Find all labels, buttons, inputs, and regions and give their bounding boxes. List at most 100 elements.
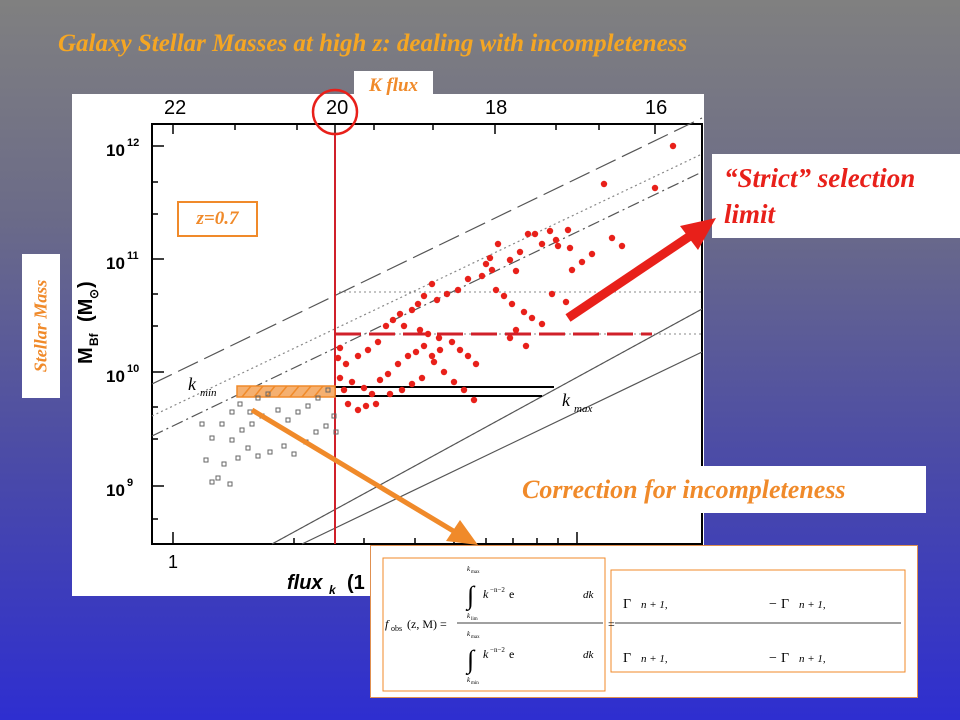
top-tick-16: 16 bbox=[645, 97, 667, 119]
top-axis-ticks bbox=[172, 124, 656, 134]
red-galaxy-point bbox=[554, 242, 562, 250]
red-galaxy-point bbox=[400, 322, 408, 330]
faint-galaxy-square bbox=[237, 401, 243, 407]
svg-text:Bf: Bf bbox=[87, 332, 101, 346]
red-galaxy-point bbox=[538, 320, 546, 328]
correction-label: Correction for incompleteness bbox=[510, 466, 926, 513]
red-galaxy-point bbox=[428, 352, 436, 360]
svg-text:f: f bbox=[385, 617, 390, 631]
red-galaxy-point bbox=[464, 275, 472, 283]
svg-text:k: k bbox=[467, 676, 471, 684]
red-galaxy-point bbox=[460, 386, 468, 394]
faint-galaxy-square bbox=[275, 407, 281, 413]
svg-text:∫: ∫ bbox=[465, 645, 476, 675]
svg-text:dk: dk bbox=[583, 589, 595, 601]
red-galaxy-point bbox=[492, 286, 500, 294]
svg-text:10: 10 bbox=[106, 254, 125, 273]
faint-galaxy-square bbox=[249, 421, 255, 427]
red-galaxy-point bbox=[454, 286, 462, 294]
formula-svg: f obs (z, M) = k max ∫ k lim k −n−2 e dk… bbox=[382, 557, 906, 692]
faint-galaxy-square bbox=[291, 451, 297, 457]
top-tick-22: 22 bbox=[164, 97, 186, 119]
red-galaxy-point bbox=[428, 280, 436, 288]
red-galaxy-point bbox=[418, 374, 426, 382]
red-galaxy-point bbox=[456, 346, 464, 354]
top-tick-20: 20 bbox=[326, 97, 348, 119]
red-galaxy-points bbox=[334, 142, 677, 414]
svg-text:min: min bbox=[200, 387, 217, 399]
red-galaxy-point bbox=[506, 256, 514, 264]
red-galaxy-point bbox=[430, 358, 438, 366]
faint-galaxy-square bbox=[305, 403, 311, 409]
svg-text:dk: dk bbox=[583, 649, 595, 661]
red-galaxy-point bbox=[336, 344, 344, 352]
faint-galaxy-square bbox=[199, 421, 205, 427]
red-galaxy-point bbox=[520, 308, 528, 316]
x-axis-label: flux k (1 bbox=[287, 572, 365, 596]
svg-text:10: 10 bbox=[106, 367, 125, 386]
faint-galaxy-square bbox=[209, 479, 215, 485]
svg-text:obs: obs bbox=[391, 624, 402, 633]
stellar-mass-text: Stellar Mass bbox=[30, 279, 51, 373]
red-galaxy-point bbox=[566, 244, 574, 252]
redshift-label: z=0.7 bbox=[177, 201, 258, 237]
red-galaxy-point bbox=[394, 360, 402, 368]
red-galaxy-point bbox=[500, 292, 508, 300]
red-galaxy-point bbox=[344, 400, 352, 408]
svg-text:Γ: Γ bbox=[623, 651, 631, 666]
red-galaxy-point bbox=[552, 236, 560, 244]
svg-text:k: k bbox=[483, 647, 489, 661]
svg-text:lim: lim bbox=[471, 617, 478, 622]
faint-galaxy-square bbox=[315, 395, 321, 401]
svg-text:max: max bbox=[471, 570, 480, 575]
red-galaxy-point bbox=[433, 296, 441, 304]
svg-text:e: e bbox=[509, 647, 514, 661]
faint-galaxy-square bbox=[239, 427, 245, 433]
red-galaxy-point bbox=[382, 322, 390, 330]
red-galaxy-point bbox=[651, 184, 659, 192]
faint-galaxy-square bbox=[313, 429, 319, 435]
red-galaxy-point bbox=[564, 226, 572, 234]
svg-text:−: − bbox=[769, 651, 777, 666]
svg-text:n + 1,: n + 1, bbox=[641, 599, 668, 611]
red-galaxy-point bbox=[548, 290, 556, 298]
red-galaxy-point bbox=[472, 360, 480, 368]
red-galaxy-point bbox=[414, 300, 422, 308]
left-axis-ticks bbox=[152, 145, 164, 520]
y-axis-label: M Bf (M ⊙ ) bbox=[75, 281, 101, 364]
faint-galaxy-square bbox=[265, 391, 271, 397]
svg-text:10: 10 bbox=[127, 363, 139, 375]
faint-galaxy-square bbox=[295, 409, 301, 415]
red-galaxy-point bbox=[618, 242, 626, 250]
red-galaxy-point bbox=[506, 334, 514, 342]
red-galaxy-point bbox=[546, 227, 554, 235]
faint-galaxy-square bbox=[203, 457, 209, 463]
mass-flux-plot: 22 20 18 16 10 12 10 11 10 10 10 9 bbox=[72, 94, 704, 596]
svg-text:10: 10 bbox=[106, 141, 125, 160]
red-galaxy-point bbox=[528, 314, 536, 322]
faint-galaxy-square bbox=[235, 455, 241, 461]
red-galaxy-point bbox=[368, 390, 376, 398]
svg-text:−n−2: −n−2 bbox=[490, 586, 505, 594]
faint-galaxy-square bbox=[229, 409, 235, 415]
svg-text:min: min bbox=[471, 681, 479, 686]
red-galaxy-point bbox=[464, 352, 472, 360]
red-galaxy-point bbox=[436, 346, 444, 354]
faint-galaxy-square bbox=[285, 417, 291, 423]
red-galaxy-point bbox=[470, 396, 478, 404]
strict-label-line1: “Strict” selection bbox=[724, 163, 916, 193]
strict-label-line2: limit bbox=[724, 199, 776, 229]
svg-text:flux: flux bbox=[287, 572, 323, 594]
red-galaxy-point bbox=[374, 338, 382, 346]
red-galaxy-point bbox=[362, 402, 370, 410]
top-tick-18: 18 bbox=[485, 97, 507, 119]
red-galaxy-point bbox=[450, 378, 458, 386]
incompleteness-box bbox=[236, 385, 336, 398]
svg-text:k: k bbox=[467, 565, 471, 573]
red-galaxy-point bbox=[522, 342, 530, 350]
red-galaxy-point bbox=[360, 384, 368, 392]
strict-selection-label: “Strict” selection limit bbox=[712, 154, 960, 238]
red-galaxy-point bbox=[334, 354, 342, 362]
faint-galaxy-square bbox=[281, 443, 287, 449]
red-galaxy-point bbox=[389, 316, 397, 324]
